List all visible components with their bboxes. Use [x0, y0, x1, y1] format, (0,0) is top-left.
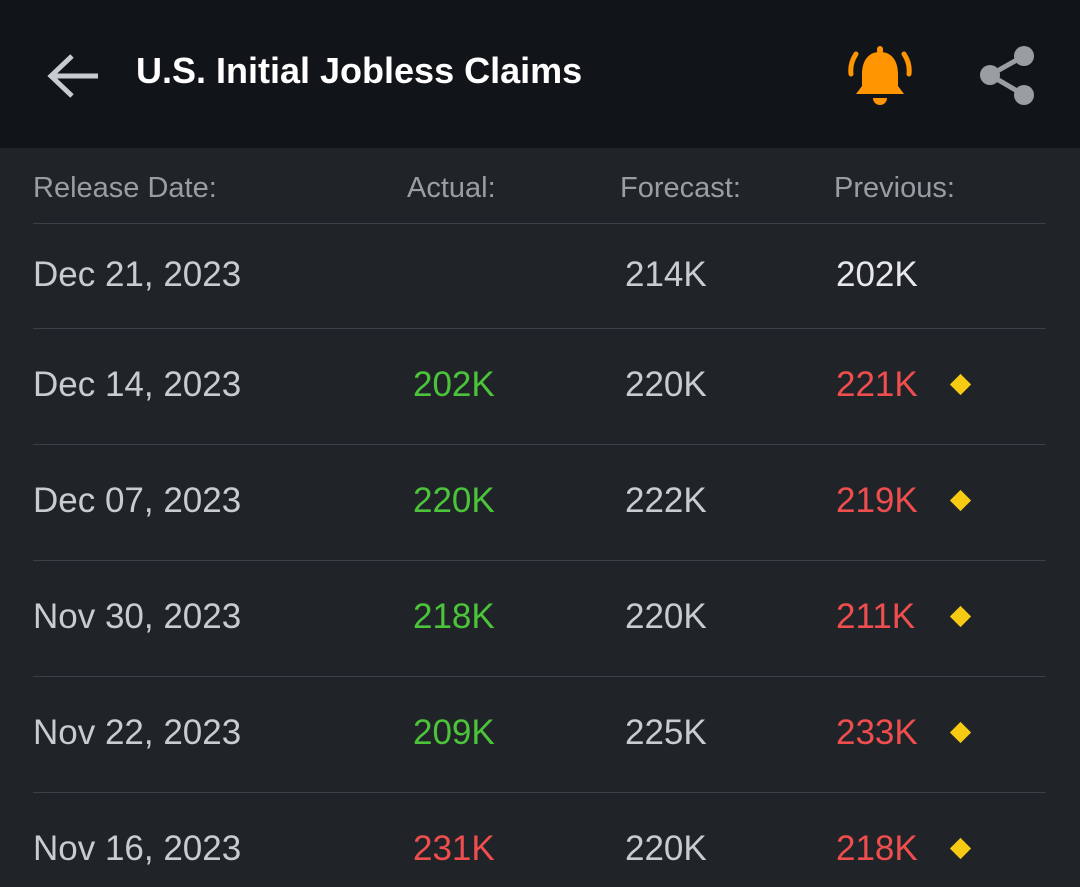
divider [33, 792, 1046, 793]
previous: 202K [836, 255, 918, 294]
actual: 220K [413, 481, 495, 520]
actual: 218K [413, 597, 495, 636]
divider [33, 444, 1046, 445]
release-date: Dec 14, 2023 [33, 365, 242, 404]
column-header: Previous: [834, 172, 955, 204]
revised-icon [949, 837, 972, 860]
previous: 219K [836, 481, 918, 520]
previous: 211K [836, 597, 916, 636]
divider [33, 676, 1046, 677]
column-header: Actual: [407, 172, 496, 204]
revised-icon [949, 489, 972, 512]
divider [33, 560, 1046, 561]
actual: 231K [413, 829, 495, 868]
revised-icon [949, 373, 972, 396]
release-date: Dec 07, 2023 [33, 481, 242, 520]
page-title: U.S. Initial Jobless Claims [136, 50, 583, 91]
release-date: Dec 21, 2023 [33, 255, 242, 294]
forecast: 220K [625, 597, 707, 636]
alert-button[interactable] [848, 44, 912, 108]
previous: 233K [836, 713, 918, 752]
divider [33, 328, 1046, 329]
forecast: 222K [625, 481, 707, 520]
release-date: Nov 30, 2023 [33, 597, 242, 636]
actual: 202K [413, 365, 495, 404]
previous: 218K [836, 829, 918, 868]
column-header: Release Date: [33, 172, 217, 204]
forecast: 214K [625, 255, 707, 294]
revised-icon [949, 605, 972, 628]
share-button[interactable] [976, 44, 1038, 108]
back-button[interactable] [46, 52, 100, 100]
release-date: Nov 22, 2023 [33, 713, 242, 752]
forecast: 220K [625, 829, 707, 868]
forecast: 225K [625, 713, 707, 752]
actual: 209K [413, 713, 495, 752]
app-bar: U.S. Initial Jobless Claims [0, 0, 1080, 148]
release-date: Nov 16, 2023 [33, 829, 242, 868]
forecast: 220K [625, 365, 707, 404]
divider [33, 223, 1046, 224]
column-header: Forecast: [620, 172, 741, 204]
previous: 221K [836, 365, 918, 404]
revised-icon [949, 721, 972, 744]
